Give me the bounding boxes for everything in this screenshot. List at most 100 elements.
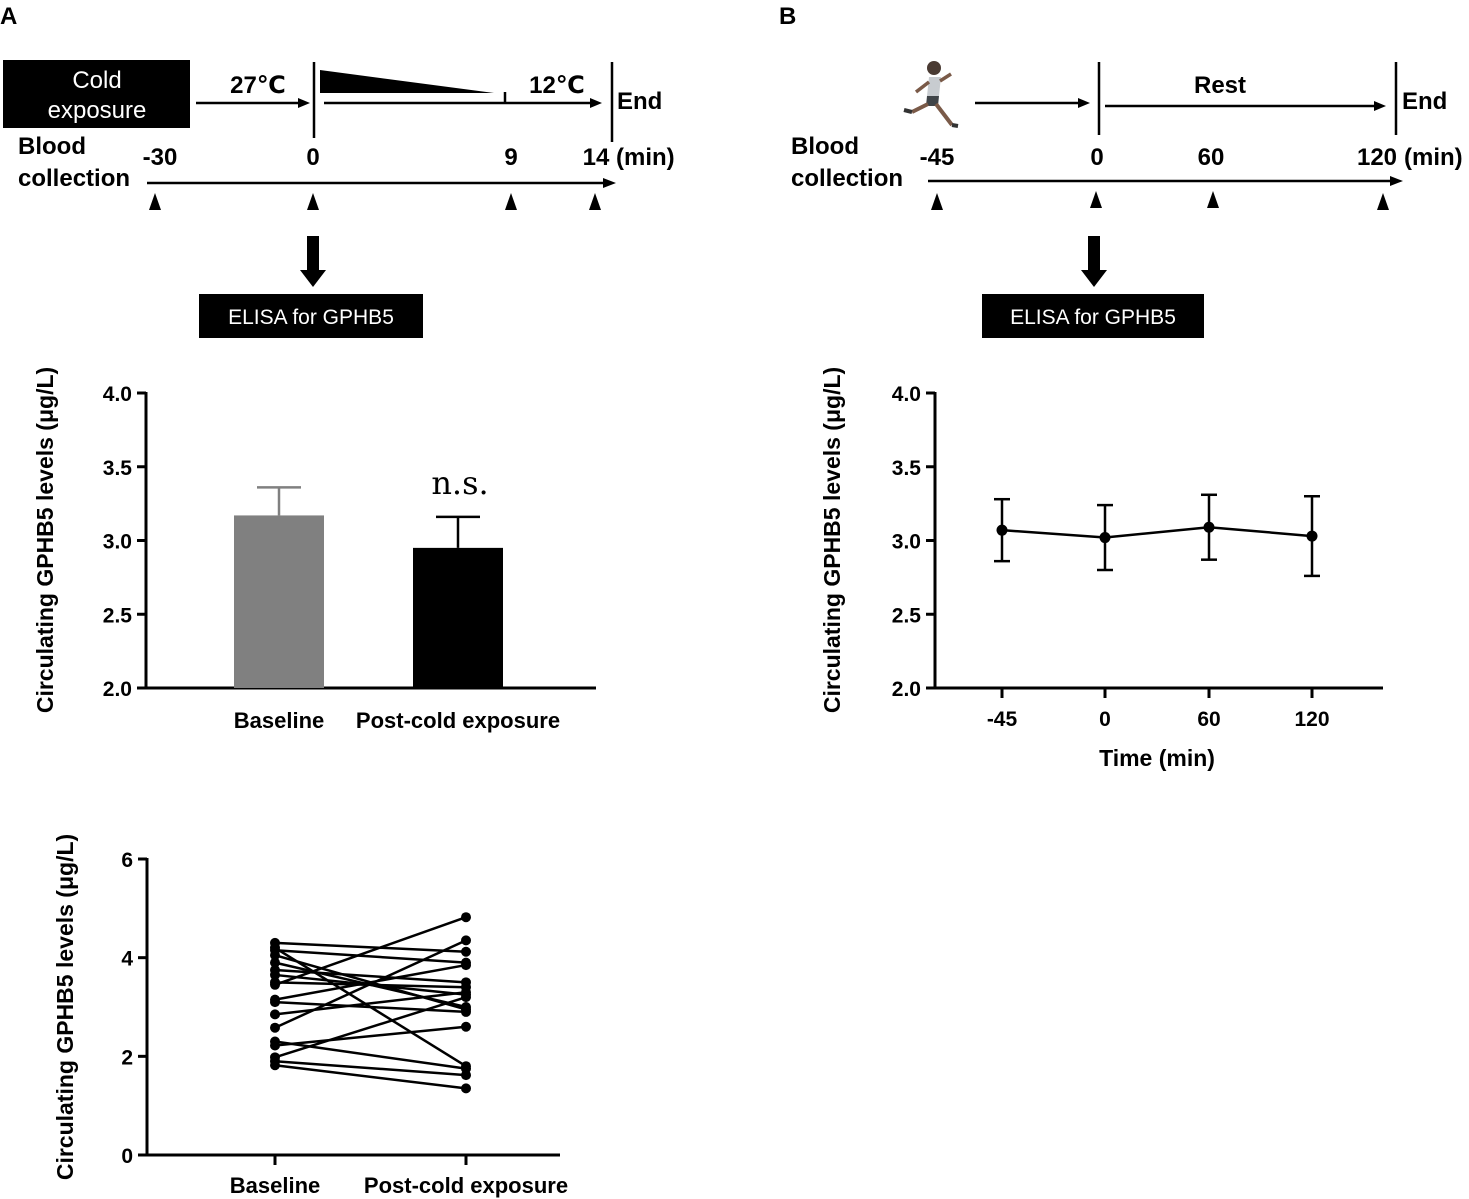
- timeline-a-tick-label: 0: [306, 144, 319, 171]
- paired-chart-a-point: [270, 1022, 280, 1033]
- paired-chart-a-series-line: [274, 1000, 467, 1014]
- rest-label: Rest: [1194, 72, 1246, 99]
- line-chart-b-y-tick-label: 4.0: [892, 383, 921, 406]
- paired-chart-a-point: [270, 997, 280, 1008]
- paired-chart-a-series-line: [274, 963, 467, 1001]
- line-chart-b-x-tick-label: 120: [1294, 708, 1329, 731]
- sample-marker-icon: [1090, 191, 1102, 208]
- arrow-to-end-b: [1105, 101, 1386, 111]
- paired-chart-a: Circulating GPHB5 levels (μg/L) 0 2 4 6 Base…: [52, 834, 568, 1198]
- panel-label-a: A: [0, 3, 17, 30]
- timeline-a-unit: (min): [616, 144, 675, 171]
- paired-chart-a-y-tick-label: 2: [121, 1046, 133, 1069]
- elisa-box-a: [199, 294, 423, 338]
- timeline-b-tick-label: 60: [1198, 144, 1225, 171]
- line-chart-b-point: [1099, 532, 1111, 544]
- paired-chart-a-series-line: [274, 1025, 467, 1047]
- paired-chart-a-series-line: [274, 1060, 467, 1077]
- blood-label-b-line2: collection: [791, 165, 903, 192]
- paired-chart-a-point: [461, 946, 471, 957]
- line-chart-b-point: [1203, 521, 1215, 533]
- paired-chart-a-point: [461, 912, 471, 923]
- sample-marker-icon: [149, 193, 161, 210]
- bar-chart-a-y-tick-label: 3.0: [103, 531, 132, 554]
- paired-chart-a-point: [461, 935, 471, 946]
- paired-chart-a-series-line: [274, 1040, 467, 1070]
- paired-chart-a-y-tick-label: 4: [121, 948, 133, 971]
- paired-chart-a-series-line: [274, 941, 467, 953]
- paired-chart-a-point: [270, 957, 280, 968]
- line-chart-b-ylabel: Circulating GPHB5 levels (μg/L): [819, 367, 845, 713]
- sample-marker-icon: [1377, 193, 1389, 210]
- paired-chart-a-series-line: [274, 990, 467, 1016]
- paired-chart-a-marks: 0 2 4 6 Baseline Post-cold exposure: [121, 849, 568, 1198]
- down-arrow-icon: [1081, 236, 1107, 287]
- paired-chart-a-x-tick-label: Post-cold exposure: [364, 1173, 568, 1198]
- sample-marker-icon: [1207, 191, 1219, 208]
- line-chart-b-y-tick-label: 3.0: [892, 531, 921, 554]
- line-chart-b-marks: 2.0 2.5 3.0 3.5 4.0 -45 0 60 120: [892, 383, 1330, 731]
- bar-chart-a-marks: 2.0 2.5 3.0 3.5 4.0 Baseline Post-cold exposur…: [103, 383, 560, 733]
- paired-chart-a-point: [461, 960, 471, 971]
- end-label-a: End: [617, 88, 662, 115]
- paired-chart-a-ylabel: Circulating GPHB5 levels (μg/L): [52, 834, 78, 1180]
- bar-chart-a-bar: [234, 515, 324, 688]
- sample-marker-icon: [931, 193, 943, 210]
- paired-chart-a-point: [270, 950, 280, 961]
- paired-chart-a-series-line: [274, 1063, 467, 1090]
- temp-start-label: 27℃: [230, 72, 286, 99]
- paired-chart-a-point: [461, 1070, 471, 1081]
- paired-chart-a-series-line: [274, 968, 467, 984]
- line-chart-b-point: [1306, 530, 1318, 542]
- paired-chart-a-series-line: [274, 949, 467, 964]
- arrow-to-end-a: [324, 98, 602, 108]
- elisa-box-b: [982, 294, 1204, 338]
- line-chart-b-point: [996, 524, 1008, 536]
- line-chart-b: Circulating GPHB5 levels (μg/L) Time (mi…: [819, 367, 1383, 771]
- bar-chart-a-ylabel: Circulating GPHB5 levels (μg/L): [32, 367, 58, 713]
- timeline-b-tick-label: 120: [1357, 144, 1397, 171]
- cold-exposure-box-line1: Cold: [72, 67, 121, 94]
- timeline-axis-b: [928, 176, 1403, 186]
- panel-label-b: B: [779, 3, 796, 30]
- cooling-ramp-wedge: [320, 70, 494, 93]
- arrow-to-zero-a: [196, 98, 310, 108]
- cold-exposure-box-line2: exposure: [48, 97, 147, 124]
- blood-label-a-line1: Blood: [18, 133, 86, 160]
- line-chart-b-x-tick-label: 60: [1197, 708, 1220, 731]
- runner-icon: [903, 61, 959, 128]
- bar-chart-a-y-tick-label: 4.0: [103, 383, 132, 406]
- bar-chart-a: Circulating GPHB5 levels (μg/L) 2.0 2.5 3.…: [32, 367, 596, 733]
- paired-chart-a-point: [461, 1006, 471, 1017]
- bar-chart-a-bar: [413, 547, 503, 688]
- sample-marker-icon: [505, 193, 517, 210]
- paired-chart-a-point: [461, 1083, 471, 1094]
- paired-chart-a-point: [270, 1040, 280, 1051]
- end-label-b: End: [1402, 88, 1447, 115]
- line-chart-b-x-tick-label: -45: [987, 708, 1018, 731]
- blood-label-b-line1: Blood: [791, 133, 859, 160]
- temp-end-label: 12℃: [529, 72, 585, 99]
- line-chart-b-x-tick-label: 0: [1099, 708, 1111, 731]
- sample-marker-icon: [307, 193, 319, 210]
- timeline-a-tick-label: 14: [583, 144, 610, 171]
- paired-chart-a-point: [270, 969, 280, 980]
- timeline-b-tick-label: 0: [1090, 144, 1103, 171]
- blood-label-a-line2: collection: [18, 165, 130, 192]
- bar-chart-a-y-tick-label: 3.5: [103, 457, 133, 480]
- paired-chart-a-y-tick-label: 6: [121, 849, 133, 872]
- timeline-a-tick-label: -30: [143, 144, 178, 171]
- paired-chart-a-x-tick-label: Baseline: [230, 1173, 321, 1198]
- line-chart-b-xlabel: Time (min): [1099, 745, 1215, 771]
- down-arrow-icon: [300, 236, 326, 287]
- paired-chart-a-point: [461, 992, 471, 1003]
- elisa-label-a: ELISA for GPHB5: [228, 306, 394, 329]
- paired-chart-a-point: [461, 1021, 471, 1032]
- paired-chart-a-point: [270, 979, 280, 990]
- sample-marker-icon: [589, 193, 601, 210]
- bar-chart-a-x-tick-label: Post-cold exposure: [356, 708, 560, 733]
- arrow-to-zero-b: [975, 98, 1090, 108]
- paired-chart-a-series-line: [274, 939, 467, 1029]
- line-chart-b-y-tick-label: 2.0: [892, 678, 921, 701]
